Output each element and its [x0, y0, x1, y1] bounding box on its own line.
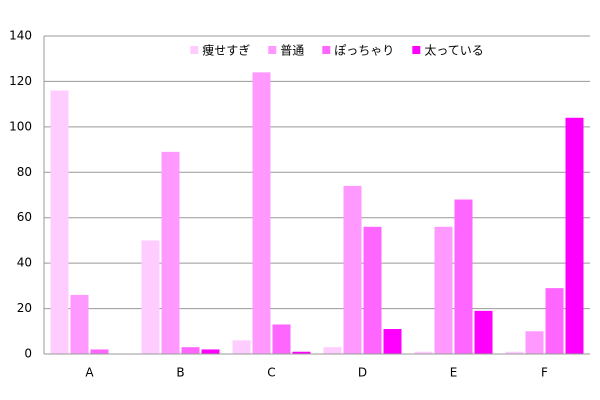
bar [161, 151, 180, 354]
y-tick-label: 100 [9, 119, 32, 133]
x-tick-label: D [358, 366, 367, 380]
x-tick-label: B [176, 366, 184, 380]
bar [252, 72, 271, 354]
bar [232, 340, 251, 354]
y-tick-label: 60 [17, 210, 32, 224]
bar [525, 331, 544, 354]
y-tick-label: 140 [9, 29, 32, 43]
bar [50, 90, 69, 354]
legend-swatch [268, 46, 277, 54]
legend-swatch [322, 46, 331, 54]
bar [201, 349, 220, 354]
y-tick-label: 20 [17, 301, 32, 315]
bar [181, 347, 200, 354]
bar [292, 351, 311, 354]
x-tick-label: F [541, 366, 548, 380]
bar [565, 117, 584, 355]
legend-label: 太っている [424, 43, 483, 58]
legend-swatch [412, 46, 421, 54]
bar [343, 185, 362, 354]
bar [414, 351, 433, 354]
bar [383, 329, 402, 354]
y-tick-label: 40 [17, 256, 32, 270]
bar [454, 199, 473, 354]
bar [141, 240, 160, 354]
legend-label: 痩せすぎ [202, 43, 250, 58]
x-tick-label: C [267, 366, 275, 380]
y-tick-label: 0 [24, 347, 32, 361]
bar [474, 310, 493, 354]
x-tick-label: A [85, 366, 94, 380]
bar [272, 324, 291, 354]
bar [545, 288, 564, 354]
bar [505, 351, 524, 354]
bar [323, 347, 342, 354]
x-tick-label: E [450, 366, 458, 380]
legend-swatch [190, 46, 199, 54]
y-tick-label: 120 [9, 74, 32, 88]
legend-label: ぽっちゃり [334, 44, 394, 58]
bar [363, 226, 382, 354]
bar [90, 349, 109, 354]
bar [70, 294, 89, 354]
y-tick-label: 80 [17, 165, 32, 179]
legend-label: 普通 [280, 44, 304, 58]
bar [434, 226, 453, 354]
